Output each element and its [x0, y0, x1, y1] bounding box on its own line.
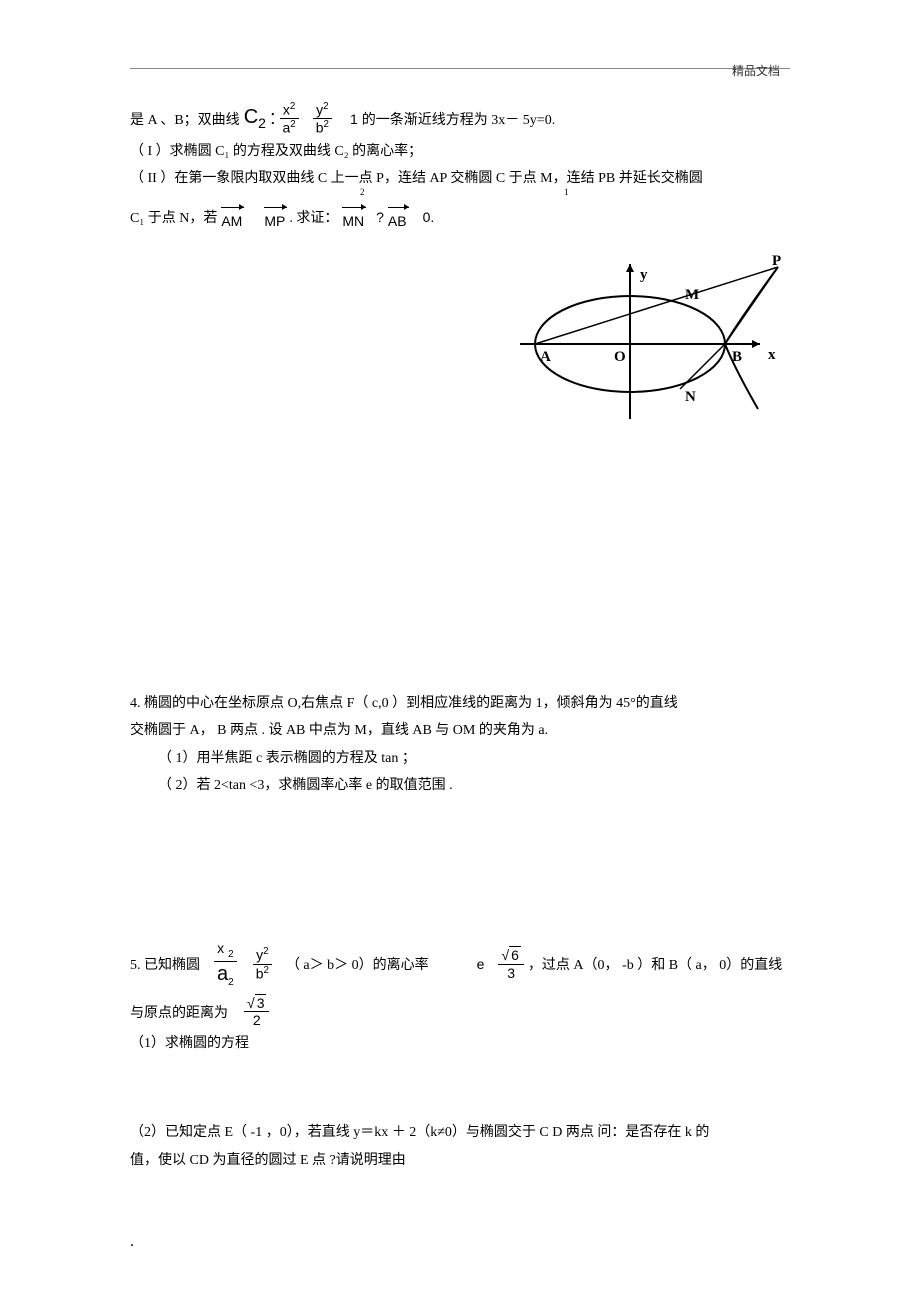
p5-e-frac: 6 3 [498, 947, 523, 982]
p3-figure: y x P M A O B N [510, 249, 790, 429]
vec-mp: MP [264, 205, 285, 229]
p5-q2b: 值，使以 CD 为直径的圆过 E 点 ?请说明理由 [130, 1148, 790, 1173]
p3-part2-line2: C₁ 于点 N，若 AM MP . 求证： MN ? AB 0. [130, 205, 790, 229]
p3-eq-line: 是 A 、B；双曲线 C2 : x2 a2 y2 b2 1 的一条渐近线方程为 … [130, 101, 790, 137]
p5-frac2: y2 b2 [253, 946, 272, 982]
p5-dist-frac: 3 2 [244, 995, 269, 1030]
vec-ab: AB [388, 205, 407, 229]
vec-am: AM [221, 205, 242, 229]
frac-x2a2: x2 a2 [280, 101, 299, 137]
p5-dist: 与原点的距离为 3 2 [130, 995, 790, 1030]
lbl-B: B [732, 349, 742, 365]
lbl-N: N [685, 389, 696, 405]
p3-pre: 是 A 、B；双曲线 [130, 109, 240, 129]
vec-mn: MN [342, 205, 364, 229]
p5-line1: 5. 已知椭圆 x 2 a2 y2 b2 （ a＞ b＞ 0）的离心率 e 6 … [130, 940, 790, 989]
lbl-P: P [772, 253, 781, 269]
header-rule [130, 68, 790, 69]
lbl-A: A [540, 349, 551, 365]
p4-s2: （ 2）若 2<tan <3，求椭圆率心率 e 的取值范围 . [130, 773, 790, 798]
p3-tail: 的一条渐近线方程为 3x－ 5y=0. [362, 109, 555, 129]
footer-dot: . [130, 1233, 790, 1251]
p5-q1: （1）求椭圆的方程 [130, 1031, 790, 1056]
c2-label: C2 [244, 106, 266, 131]
lbl-y: y [640, 267, 648, 283]
p5-q2a: （2）已知定点 E（ -1 ，0），若直线 y＝kx ＋ 2（k≠0）与椭圆交于… [130, 1120, 790, 1145]
header-label: 精品文档 [732, 62, 780, 79]
p3-part2: （ II ）在第一象限内取双曲线 C 上一点 P，连结 AP 交椭圆 C 于点 … [130, 166, 790, 191]
p4-s1: （ 1）用半焦距 c 表示椭圆的方程及 tan ； [130, 746, 790, 771]
p3-part1: （ I ）求椭圆 C₁ 的方程及双曲线 C₂ 的离心率； [130, 139, 790, 164]
p5-frac1: x 2 a2 [214, 940, 237, 989]
p4-l1: 4. 椭圆的中心在坐标原点 O,右焦点 F（ c,0 ）到相应准线的距离为 1，… [130, 691, 790, 716]
lbl-M: M [685, 287, 699, 303]
eq-rhs: 1 [350, 111, 358, 127]
lbl-O: O [614, 349, 626, 365]
p4-l2: 交椭圆于 A， B 两点 . 设 AB 中点为 M，直线 AB 与 OM 的夹角… [130, 718, 790, 743]
lbl-x: x [768, 347, 776, 363]
colon: : [270, 107, 276, 130]
frac-y2b2: y2 b2 [313, 101, 332, 137]
